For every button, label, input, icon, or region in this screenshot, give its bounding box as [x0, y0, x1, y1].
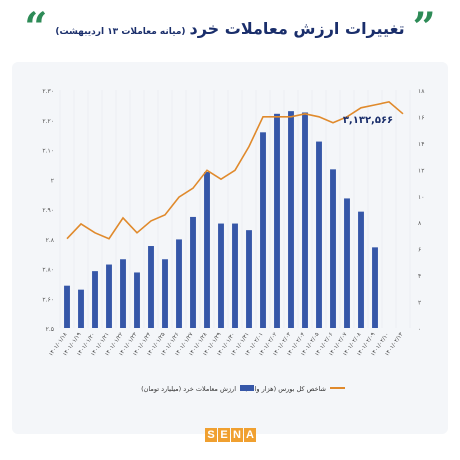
right-axis-tick: ۲ — [418, 300, 421, 307]
bar — [330, 169, 336, 328]
quote-left-icon: “ — [24, 4, 48, 51]
bar — [288, 111, 294, 329]
right-axis-tick: ۴ — [418, 273, 421, 280]
bar — [302, 112, 308, 328]
left-axis-tick: ۲.۹۰ — [42, 207, 54, 214]
bar — [232, 223, 238, 328]
bar — [64, 285, 70, 328]
right-axis-tick: ۸ — [418, 220, 422, 227]
sena-logo: S E N A — [205, 428, 256, 444]
chart-title: تغییرات ارزش معاملات خرد (میانه معاملات … — [55, 19, 404, 38]
legend-bar-swatch — [240, 385, 254, 391]
right-axis-tick: ۶ — [418, 247, 421, 254]
bar — [218, 223, 224, 328]
bar — [204, 171, 210, 328]
left-axis-tick: ۲.۸۰ — [42, 267, 54, 274]
bar — [358, 211, 364, 328]
title-sub: (میانه معاملات ۱۳ اردیبهشت) — [55, 26, 186, 37]
bar — [134, 272, 140, 328]
logo-letter: N — [231, 428, 243, 442]
line-series — [66, 101, 404, 240]
left-axis-tick: ۲.۱۰ — [42, 148, 54, 155]
left-axis-tick: ۲.۸ — [46, 237, 55, 244]
bar — [120, 259, 126, 328]
bar — [176, 239, 182, 328]
left-axis-tick: ۲.۵ — [46, 326, 54, 333]
legend-bar-label: ارزش معاملات خرد (میلیارد تومان) — [141, 385, 236, 393]
right-axis-tick: ۱۰ — [418, 194, 424, 201]
bar — [106, 264, 112, 328]
bar — [162, 259, 168, 328]
bar — [190, 216, 196, 328]
bar — [372, 247, 378, 328]
bar — [344, 198, 350, 328]
bar — [260, 132, 266, 328]
right-axis-tick: ۱۶ — [418, 114, 424, 121]
logo-letter: S — [205, 428, 217, 442]
bar — [316, 141, 322, 328]
left-axis-tick: ۲.۳۰ — [42, 88, 54, 95]
bar — [148, 246, 154, 328]
left-axis-tick: ۲.۲۰ — [42, 118, 54, 125]
right-axis-tick: ۱۲ — [418, 167, 424, 174]
bar — [92, 271, 98, 328]
bar — [246, 230, 252, 328]
right-axis-tick: ۱۴ — [418, 141, 424, 148]
quote-right-icon: ” — [412, 4, 436, 51]
bar — [78, 289, 84, 328]
right-axis-tick: ۰ — [418, 326, 421, 333]
left-axis-tick: ۲.۶۰ — [42, 296, 54, 303]
title-main: تغییرات ارزش معاملات خرد — [189, 18, 405, 38]
annotation-label: ۳,۱۳۲,۵۶۶ — [343, 115, 393, 126]
bar — [274, 113, 280, 328]
logo-letter: A — [244, 428, 256, 442]
title-bar: “ تغییرات ارزش معاملات خرد (میانه معاملا… — [0, 8, 460, 48]
logo-letter: E — [218, 428, 230, 442]
left-axis-tick: ۲ — [51, 177, 54, 184]
legend-line-label: شاخص کل بورس (هزار واحد) — [245, 385, 326, 393]
right-axis-tick: ۱۸ — [418, 88, 425, 95]
